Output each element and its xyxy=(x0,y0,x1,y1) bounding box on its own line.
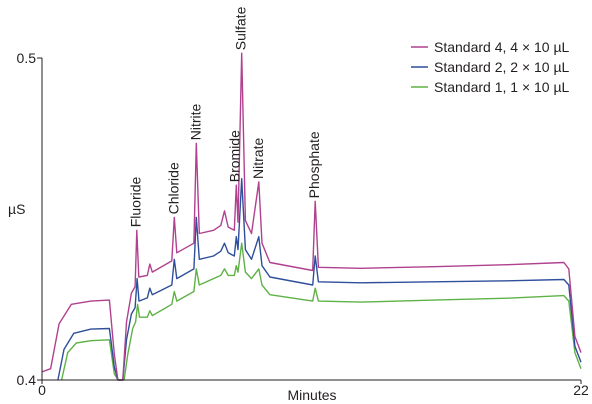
legend-label-3: Standard 1, 1 × 10 µL xyxy=(434,79,570,95)
peak-label-fluoride: Fluoride xyxy=(127,176,143,227)
peak-label-phosphate: Phosphate xyxy=(306,131,322,198)
y-tick-label: 0.4 xyxy=(17,372,37,388)
x-tick-label: 22 xyxy=(573,382,589,398)
series-line-3 xyxy=(60,242,582,381)
y-tick-label: 0.5 xyxy=(17,50,37,66)
legend: Standard 4, 4 × 10 µL Standard 2, 2 × 10 … xyxy=(411,39,570,95)
x-tick-label: 0 xyxy=(38,382,46,398)
legend-label-1: Standard 4, 4 × 10 µL xyxy=(434,39,570,55)
y-axis-title: µS xyxy=(8,201,25,217)
ticks-layer: 0.4 0.5 0 22 xyxy=(17,50,589,398)
peak-labels: Fluoride Chloride Nitrite Bromide Sulfate Nit… xyxy=(127,6,322,227)
series-layer xyxy=(41,52,582,381)
peak-label-bromide: Bromide xyxy=(227,130,243,182)
peak-label-chloride: Chloride xyxy=(165,162,181,214)
peak-label-sulfate: Sulfate xyxy=(233,6,249,50)
legend-label-2: Standard 2, 2 × 10 µL xyxy=(434,59,570,75)
peak-label-nitrate: Nitrate xyxy=(250,138,266,179)
axes-layer: Minutes µS xyxy=(8,58,581,403)
series-line-1 xyxy=(41,52,582,381)
peak-label-nitrite: Nitrite xyxy=(187,103,203,140)
x-axis-title: Minutes xyxy=(287,387,336,403)
